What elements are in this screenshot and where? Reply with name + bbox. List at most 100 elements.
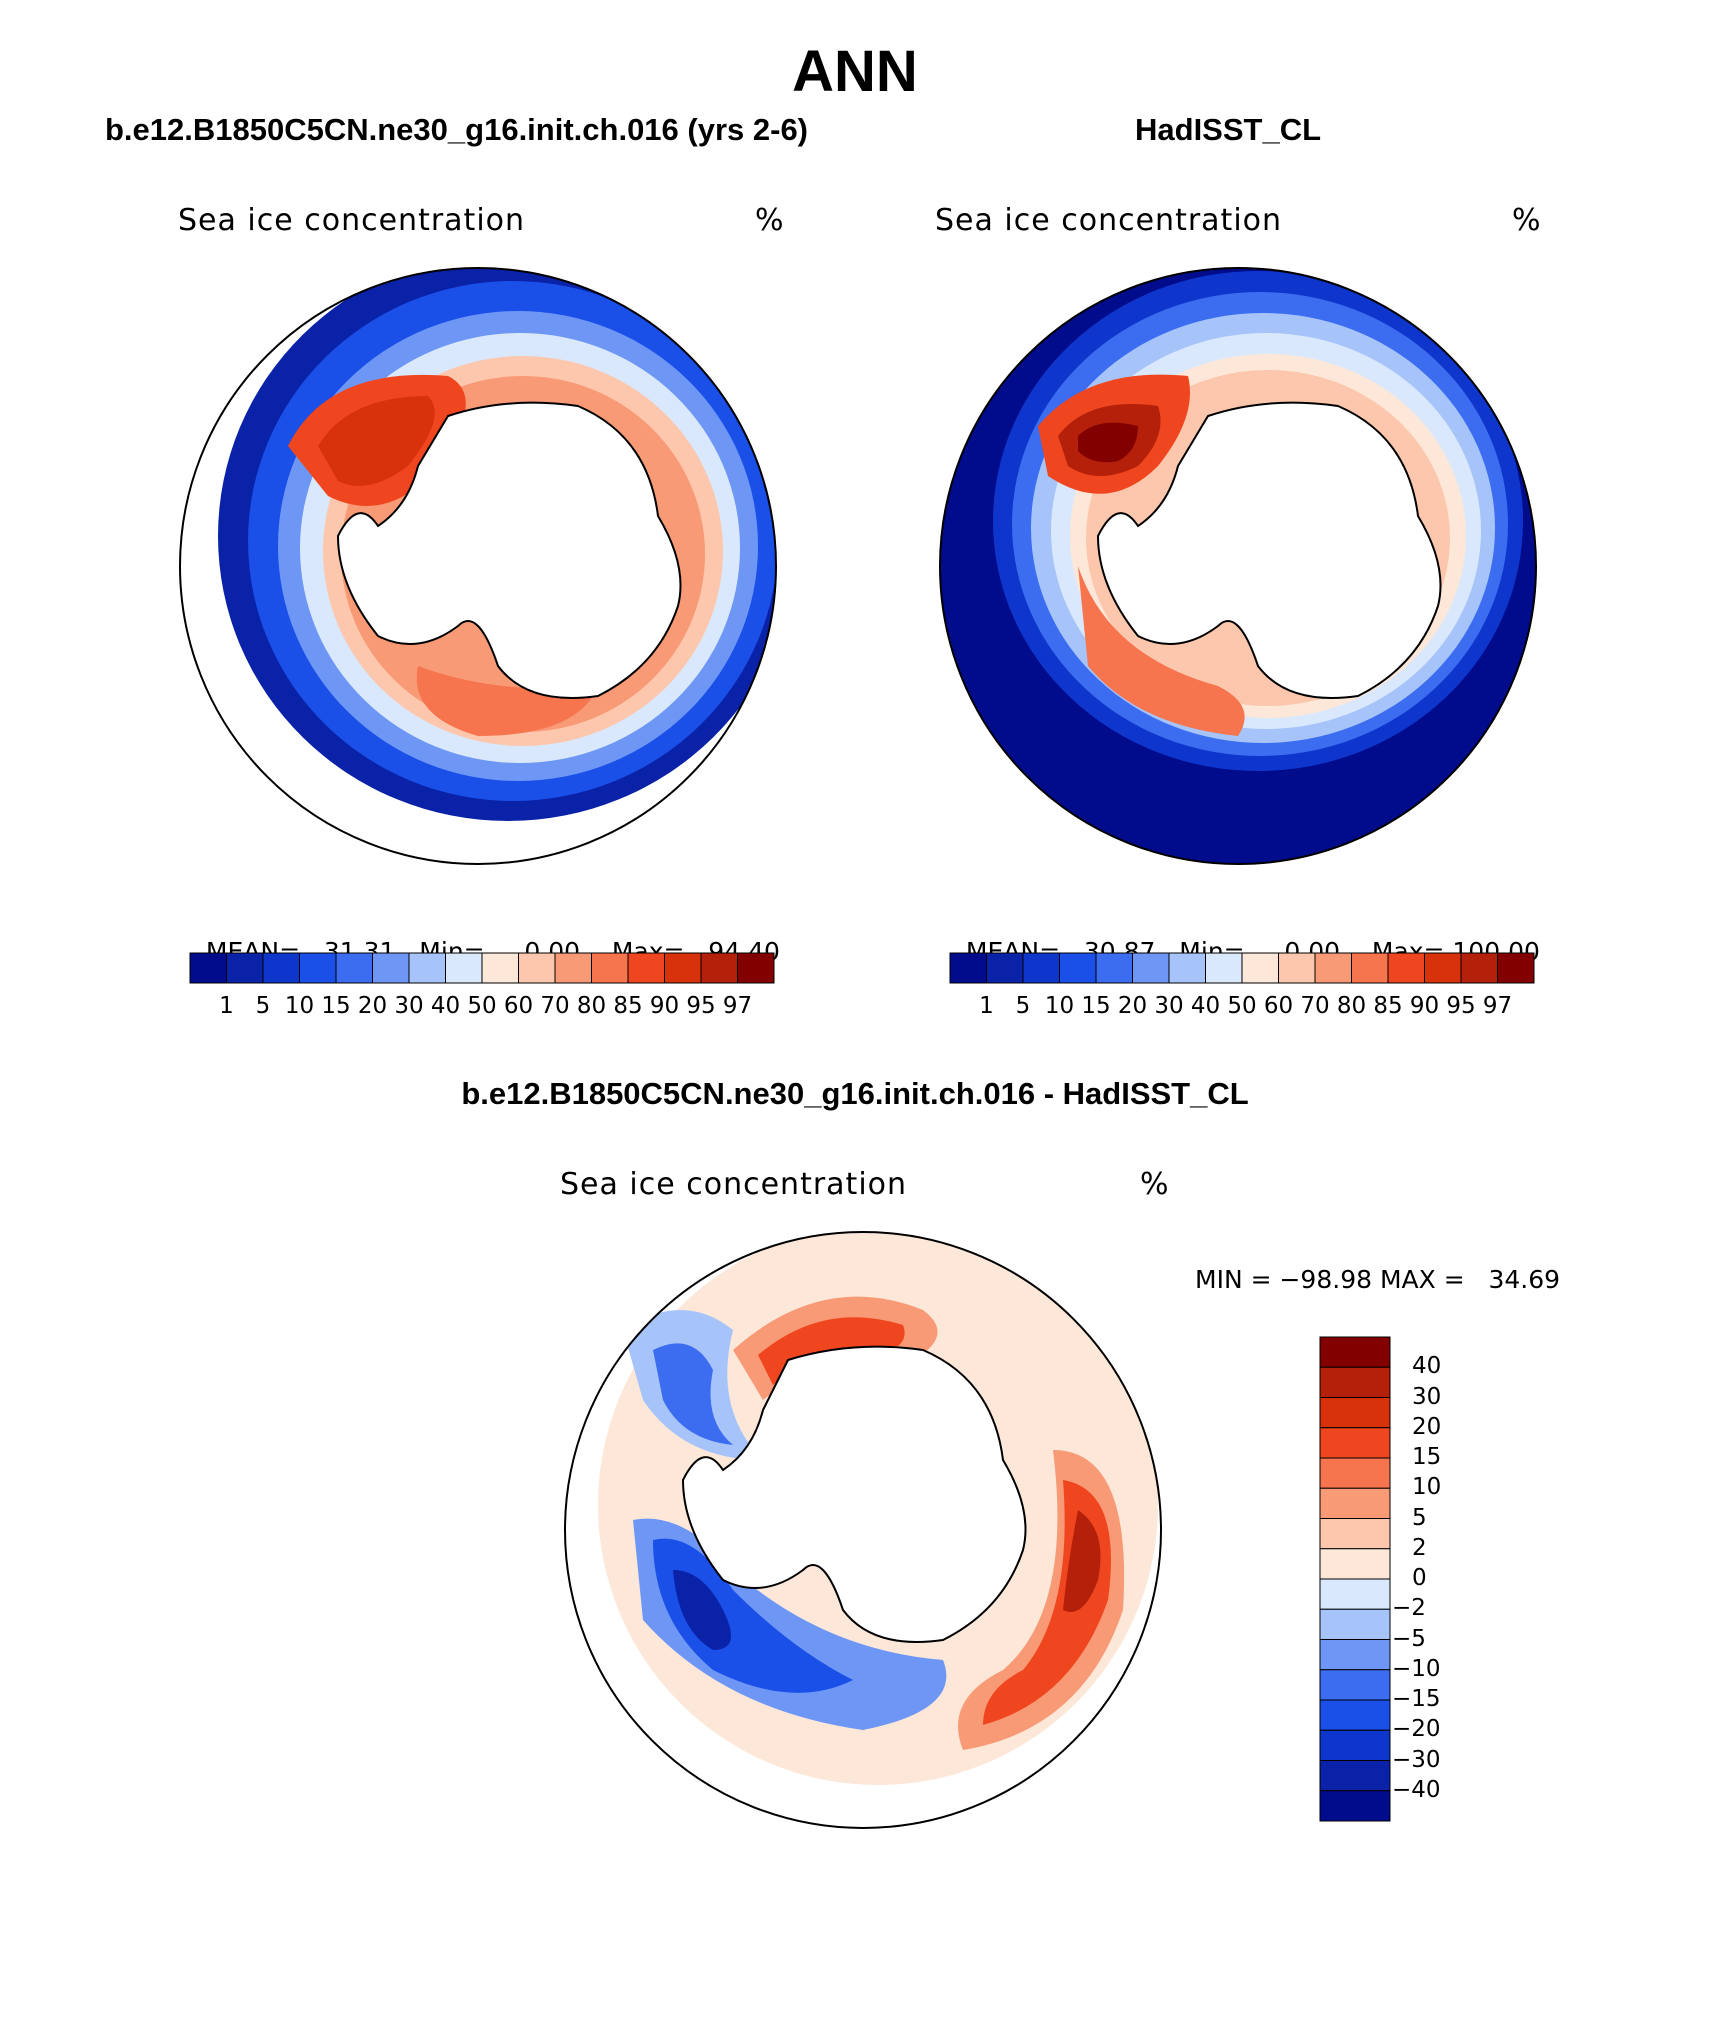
colorbar-swatch xyxy=(1205,952,1243,984)
panel2-colorbar-labels: 1 5 10 15 20 30 40 50 60 70 80 85 90 95 97 xyxy=(950,993,1534,1023)
colorbar-tick-label: 30 xyxy=(394,993,424,1019)
colorbar-tick-label: 95 xyxy=(686,993,716,1019)
diff-colorbar-swatch xyxy=(1319,1578,1391,1610)
diff-colorbar-tick-label: −10 xyxy=(1392,1655,1441,1682)
diff-colorbar-tick-label: 10 xyxy=(1412,1474,1442,1501)
diff-colorbar-swatch xyxy=(1319,1608,1391,1640)
colorbar-tick-label: 15 xyxy=(321,993,351,1019)
colorbar-swatch xyxy=(1424,952,1462,984)
diff-colorbar-tick-label: 0 xyxy=(1412,1565,1427,1591)
colorbar-tick-label: 40 xyxy=(430,993,461,1019)
colorbar-tick-label: 15 xyxy=(1081,993,1111,1019)
colorbar-tick-label: 70 xyxy=(1300,993,1330,1019)
colorbar-swatch xyxy=(700,952,738,984)
colorbar-tick-label: 50 xyxy=(1227,993,1257,1019)
colorbar-swatch xyxy=(1132,952,1170,984)
colorbar-swatch xyxy=(1095,952,1133,984)
diff-colorbar-swatch xyxy=(1319,1548,1391,1580)
colorbar-tick-label: 97 xyxy=(722,993,753,1019)
panel2-case-title: HadISST_CL xyxy=(1135,112,1322,147)
diff-colorbar-tick-label: −5 xyxy=(1392,1625,1426,1652)
colorbar-swatch xyxy=(262,952,300,984)
panel2-colorbar xyxy=(949,952,1535,984)
diff-colorbar-swatch xyxy=(1319,1760,1391,1792)
diff-variable-label: Sea ice concentration xyxy=(560,1167,908,1202)
colorbar-tick-label: 80 xyxy=(1336,993,1367,1019)
colorbar-tick-label: 30 xyxy=(1154,993,1184,1019)
colorbar-tick-label: 20 xyxy=(1117,993,1148,1019)
diff-colorbar-tick-label: −20 xyxy=(1392,1716,1441,1743)
panel2-map xyxy=(939,267,1537,865)
colorbar-swatch xyxy=(226,952,264,984)
diff-colorbar xyxy=(1319,1336,1391,1822)
panel1-map xyxy=(179,267,777,865)
colorbar-tick-label: 5 xyxy=(255,993,271,1019)
colorbar-swatch xyxy=(1314,952,1352,984)
colorbar-tick-label: 50 xyxy=(467,993,497,1019)
colorbar-tick-label: 95 xyxy=(1446,993,1476,1019)
colorbar-swatch xyxy=(1059,952,1097,984)
colorbar-tick-label: 60 xyxy=(1263,993,1294,1019)
diff-colorbar-swatch xyxy=(1319,1336,1391,1368)
diff-colorbar-swatch xyxy=(1319,1397,1391,1429)
panel2-units-label: % xyxy=(1512,203,1542,238)
diff-colorbar-swatch xyxy=(1319,1729,1391,1761)
diff-colorbar-swatch xyxy=(1319,1366,1391,1398)
diff-units-label: % xyxy=(1140,1167,1170,1202)
panel2-variable-label: Sea ice concentration xyxy=(935,203,1283,238)
colorbar-tick-label: 10 xyxy=(1044,993,1075,1019)
diff-case-title: b.e12.B1850C5CN.ne30_g16.init.ch.016 - H… xyxy=(461,1076,1249,1111)
colorbar-swatch xyxy=(986,952,1024,984)
diff-colorbar-swatch xyxy=(1319,1639,1391,1671)
diff-colorbar-tick-label: 40 xyxy=(1412,1353,1442,1380)
colorbar-tick-label: 1 xyxy=(219,993,234,1019)
colorbar-tick-label: 97 xyxy=(1482,993,1513,1019)
diff-colorbar-tick-label: 5 xyxy=(1412,1504,1427,1531)
colorbar-tick-label: 1 xyxy=(979,993,994,1019)
colorbar-tick-label: 80 xyxy=(576,993,607,1019)
colorbar-tick-label: 5 xyxy=(1015,993,1031,1019)
panel1-units-label: % xyxy=(755,203,785,238)
panel1-case-title: b.e12.B1850C5CN.ne30_g16.init.ch.016 (yr… xyxy=(105,112,809,147)
colorbar-swatch xyxy=(627,952,665,984)
diff-colorbar-tick-label: 20 xyxy=(1412,1413,1442,1440)
figure-title: ANN xyxy=(792,39,918,104)
colorbar-swatch xyxy=(481,952,519,984)
colorbar-swatch xyxy=(299,952,337,984)
diff-colorbar-tick-label: 2 xyxy=(1412,1534,1427,1561)
diff-colorbar-swatch xyxy=(1319,1518,1391,1550)
diff-minmax: MIN = −98.98 MAX = 34.69 xyxy=(1195,1265,1561,1294)
colorbar-tick-label: 90 xyxy=(649,993,680,1019)
colorbar-swatch xyxy=(554,952,592,984)
colorbar-swatch xyxy=(664,952,702,984)
colorbar-tick-label: 20 xyxy=(357,993,388,1019)
panel1-variable-label: Sea ice concentration xyxy=(178,203,526,238)
diff-colorbar-tick-label: −40 xyxy=(1392,1776,1441,1803)
colorbar-swatch xyxy=(189,952,227,984)
colorbar-swatch xyxy=(1351,952,1389,984)
colorbar-swatch xyxy=(591,952,629,984)
colorbar-swatch xyxy=(1278,952,1316,984)
diff-colorbar-swatch xyxy=(1319,1790,1391,1822)
colorbar-tick-label: 10 xyxy=(284,993,315,1019)
diff-colorbar-tick-label: −15 xyxy=(1392,1686,1441,1712)
colorbar-swatch xyxy=(1241,952,1279,984)
panel1-colorbar-labels: 1 5 10 15 20 30 40 50 60 70 80 85 90 95 97 xyxy=(190,993,774,1023)
colorbar-swatch xyxy=(1387,952,1425,984)
colorbar-swatch xyxy=(1022,952,1060,984)
colorbar-swatch xyxy=(335,952,373,984)
panel1-colorbar xyxy=(189,952,775,984)
colorbar-tick-label: 40 xyxy=(1190,993,1221,1019)
colorbar-swatch xyxy=(518,952,556,984)
diff-colorbar-labels: 40 30 20 15 10 5 2 0 −2 −5 −10 −15 −20 −30 −40 xyxy=(1392,1337,1478,1821)
colorbar-swatch xyxy=(372,952,410,984)
diff-colorbar-swatch xyxy=(1319,1487,1391,1519)
diff-colorbar-swatch xyxy=(1319,1669,1391,1701)
colorbar-swatch xyxy=(1497,952,1535,984)
diff-colorbar-tick-label: 30 xyxy=(1412,1383,1442,1410)
colorbar-swatch xyxy=(1460,952,1498,984)
colorbar-swatch xyxy=(408,952,446,984)
colorbar-tick-label: 70 xyxy=(540,993,570,1019)
diff-colorbar-swatch xyxy=(1319,1457,1391,1489)
diff-map xyxy=(564,1231,1162,1829)
